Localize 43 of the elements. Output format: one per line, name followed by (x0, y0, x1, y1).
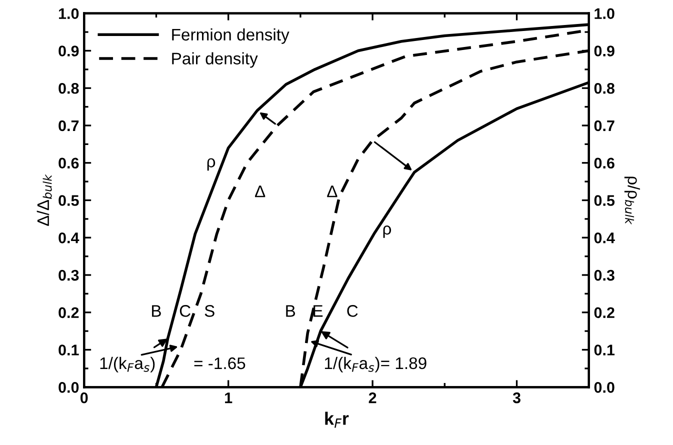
y2-tick-label: 0.3 (594, 270, 614, 281)
annotation: S (204, 305, 214, 317)
y-tick-label: 0.1 (58, 344, 79, 356)
annotation: 1/(k$_{F}$a$_{s}$) (100, 356, 155, 372)
y2-tick-label: 0.4 (594, 232, 615, 244)
x-tick-label: 0 (80, 392, 88, 404)
annotation: ρ (207, 158, 216, 171)
x-tick-label: 2 (368, 392, 376, 404)
y-tick-label: 0.9 (58, 46, 79, 56)
y-tick-label: 0.2 (58, 307, 79, 318)
y-tick-label: 0.7 (58, 120, 79, 132)
annotation: B (152, 305, 161, 317)
annotation: Δ (254, 186, 266, 198)
y2-axis-title: ρ/ρ$_{bulk}$ (624, 176, 640, 225)
annotation: C (180, 305, 190, 317)
y-tick-label: 0.3 (58, 270, 79, 281)
annotation: C (347, 305, 358, 317)
y-axis-title: Δ/Δ$_{bulk}$ (36, 174, 52, 226)
annotation: Δ (327, 186, 338, 198)
annotation: B (286, 305, 296, 317)
x-axis-title: k$_{F}$r (325, 412, 349, 428)
y-tick-label: 0.8 (58, 82, 79, 94)
y2-tick-label: 0.6 (594, 158, 614, 169)
annotation: 1/(k$_{F}$a$_{s}$)= 1.89 (324, 356, 426, 372)
y-tick-label: 0.4 (58, 232, 80, 244)
y-tick-label: 1.0 (58, 8, 79, 20)
annotation: ρ (383, 225, 392, 238)
y2-tick-label: 0.7 (594, 120, 614, 132)
annotation: = -1.65 (194, 357, 246, 370)
x-tick-label: 3 (512, 392, 520, 404)
y-tick-label: 0.5 (58, 195, 79, 206)
legend-label: Pair density (172, 52, 258, 68)
y2-tick-label: 0.0 (594, 382, 614, 393)
y-tick-label: 0.0 (58, 382, 79, 393)
y-tick-label: 0.6 (58, 158, 79, 169)
y2-tick-label: 1.0 (594, 8, 614, 20)
x-tick-label: 1 (225, 392, 232, 404)
y2-tick-label: 0.2 (594, 307, 614, 318)
y2-tick-label: 0.1 (594, 344, 615, 356)
y2-tick-label: 0.8 (594, 82, 615, 94)
legend-label: Fermion density (172, 28, 290, 44)
y2-tick-label: 0.5 (594, 195, 615, 206)
y2-tick-label: 0.9 (594, 46, 614, 56)
